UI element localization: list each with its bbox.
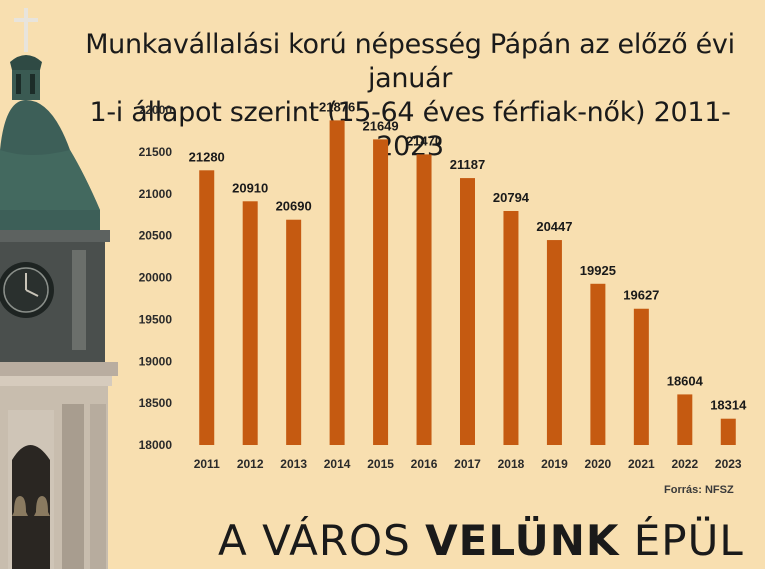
bar	[199, 170, 215, 446]
bar	[373, 139, 389, 446]
data-label: 18604	[667, 373, 704, 388]
data-label: 20910	[232, 180, 268, 195]
bar	[329, 120, 345, 445]
chart-title-line-2: 1-i állapot szerint (15-64 éves férfiak-…	[89, 97, 731, 162]
source-note: Forrás: NFSZ	[664, 484, 734, 496]
bar	[546, 240, 562, 445]
x-tick-label: 2015	[367, 457, 394, 471]
y-tick-label: 22000	[139, 103, 173, 117]
slogan: A VÁROS VELÜNK ÉPÜL	[218, 512, 758, 569]
x-tick-label: 2018	[498, 457, 525, 471]
x-tick-label: 2016	[411, 457, 438, 471]
data-label: 21876	[319, 99, 355, 114]
bar	[633, 308, 649, 445]
bar	[286, 219, 302, 445]
x-tick-label: 2023	[715, 457, 742, 471]
x-tick-label: 2017	[454, 457, 481, 471]
chart-title: Munkavállalási korú népesség Pápán az el…	[60, 28, 760, 164]
y-tick-label: 21000	[139, 187, 173, 201]
bar	[720, 418, 736, 445]
x-tick-label: 2013	[280, 457, 307, 471]
y-tick-label: 18500	[139, 396, 173, 410]
x-tick-label: 2020	[585, 457, 612, 471]
bar	[503, 211, 519, 445]
y-tick-label: 19000	[139, 354, 173, 368]
data-label: 18314	[710, 398, 747, 413]
x-tick-label: 2012	[237, 457, 264, 471]
x-tick-label: 2022	[671, 457, 698, 471]
bar	[590, 283, 606, 445]
bar	[242, 201, 258, 445]
bar	[460, 178, 475, 445]
data-label: 21649	[362, 118, 398, 133]
data-label: 19627	[623, 288, 659, 303]
y-tick-label: 21500	[139, 145, 173, 159]
slogan-part-1: A VÁROS	[218, 516, 426, 565]
x-tick-label: 2021	[628, 457, 655, 471]
data-label: 19925	[580, 263, 616, 278]
y-tick-label: 20000	[139, 271, 173, 285]
bar	[677, 394, 693, 445]
church-tower-image	[0, 8, 118, 569]
chart-title-line-1: Munkavállalási korú népesség Pápán az el…	[85, 29, 735, 94]
y-tick-label: 19500	[139, 312, 173, 326]
x-tick-label: 2014	[324, 457, 351, 471]
data-label: 20794	[493, 190, 530, 205]
slogan-part-3: ÉPÜL	[619, 516, 744, 565]
data-label: 20690	[276, 199, 312, 214]
data-label: 20447	[536, 219, 572, 234]
slogan-part-2: VELÜNK	[425, 516, 620, 565]
y-tick-label: 20500	[139, 229, 173, 243]
data-label: 21280	[189, 149, 225, 164]
data-label: 21470	[406, 133, 442, 148]
x-tick-label: 2011	[194, 457, 220, 471]
y-tick-label: 18000	[139, 438, 173, 452]
x-tick-label: 2019	[541, 457, 568, 471]
bar	[416, 154, 432, 445]
data-label: 21187	[450, 157, 485, 172]
